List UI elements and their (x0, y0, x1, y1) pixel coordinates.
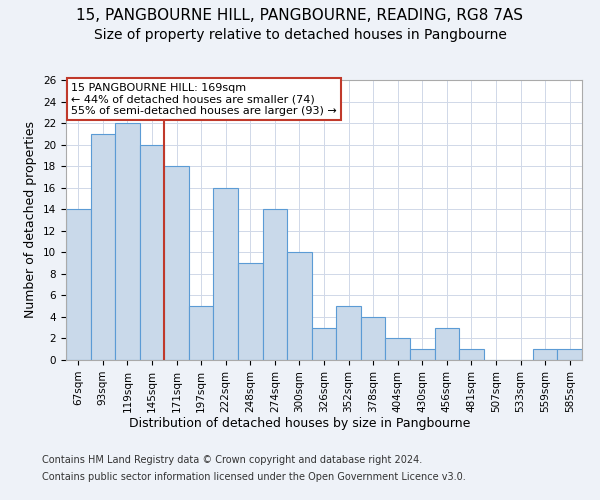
Bar (459, 349, 484, 360)
Bar (238, 263, 263, 360)
Bar (385, 338, 410, 360)
Bar (189, 306, 214, 360)
Bar (434, 328, 459, 360)
Bar (66, 209, 91, 360)
Bar (91, 134, 115, 360)
Text: 15, PANGBOURNE HILL, PANGBOURNE, READING, RG8 7AS: 15, PANGBOURNE HILL, PANGBOURNE, READING… (77, 8, 523, 22)
Bar (115, 123, 140, 360)
Bar (164, 166, 189, 360)
Bar (557, 349, 582, 360)
Bar (214, 188, 238, 360)
Text: Distribution of detached houses by size in Pangbourne: Distribution of detached houses by size … (130, 418, 470, 430)
Text: Contains public sector information licensed under the Open Government Licence v3: Contains public sector information licen… (42, 472, 466, 482)
Bar (263, 209, 287, 360)
Bar (312, 328, 336, 360)
Text: 15 PANGBOURNE HILL: 169sqm
← 44% of detached houses are smaller (74)
55% of semi: 15 PANGBOURNE HILL: 169sqm ← 44% of deta… (71, 83, 337, 116)
Bar (336, 306, 361, 360)
Y-axis label: Number of detached properties: Number of detached properties (25, 122, 37, 318)
Bar (140, 144, 164, 360)
Text: Contains HM Land Registry data © Crown copyright and database right 2024.: Contains HM Land Registry data © Crown c… (42, 455, 422, 465)
Bar (361, 317, 385, 360)
Bar (410, 349, 434, 360)
Bar (287, 252, 312, 360)
Bar (533, 349, 557, 360)
Text: Size of property relative to detached houses in Pangbourne: Size of property relative to detached ho… (94, 28, 506, 42)
